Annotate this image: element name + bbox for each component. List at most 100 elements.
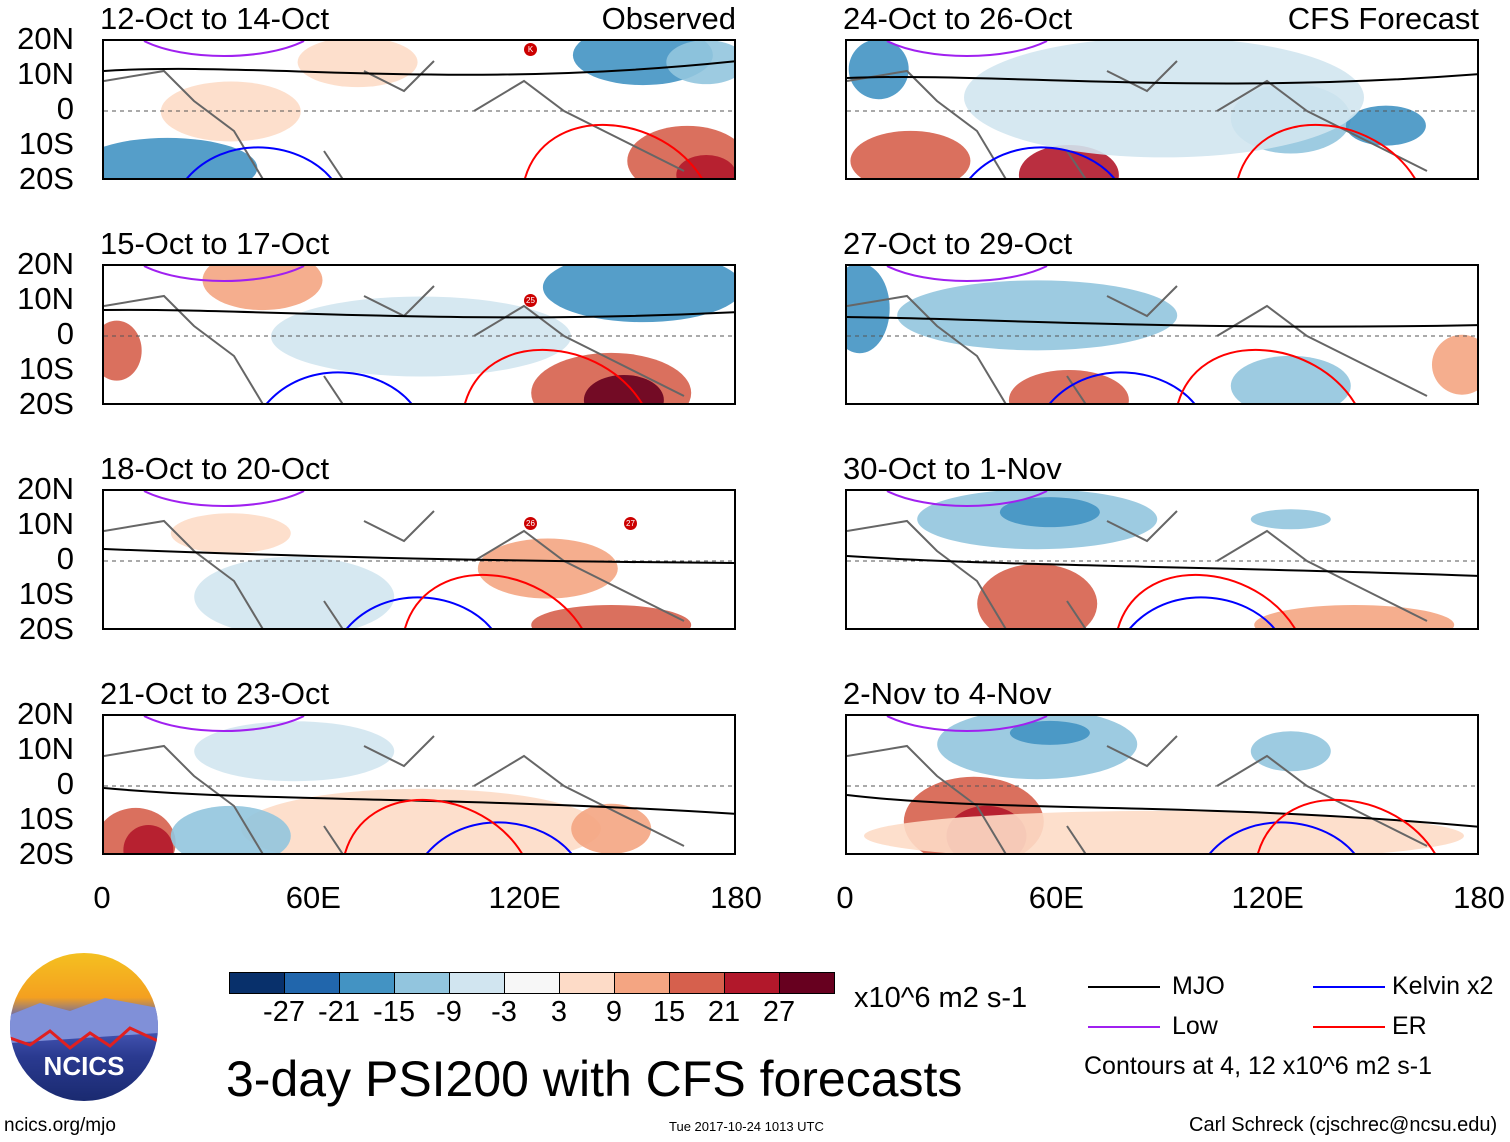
panel-title: 2-Nov to 4-Nov (843, 676, 1052, 711)
lat-tick-label: 10N (17, 731, 74, 766)
er-contour (1117, 573, 1296, 628)
anomaly-shading (850, 130, 971, 178)
anomaly-shading (999, 497, 1100, 528)
anomaly-shading (170, 805, 291, 853)
colorbar-swatch (504, 972, 560, 994)
coastline (104, 285, 685, 403)
coastline (847, 735, 1428, 853)
er-contour (464, 348, 643, 403)
er-contour (1257, 798, 1436, 853)
colorbar-label: 27 (762, 996, 796, 1028)
anomaly-shading (847, 266, 890, 354)
lat-tick-label: 20S (18, 836, 74, 871)
lat-tick-label: 20N (17, 471, 74, 506)
low-contour (143, 266, 305, 282)
er-contour (344, 798, 523, 853)
legend-low: Low (1172, 1012, 1218, 1040)
lat-tick-label: 10N (17, 56, 74, 91)
kelvin-line (1313, 986, 1385, 988)
anomaly-shading (1009, 720, 1090, 745)
lat-tick-label: 10S (18, 801, 74, 836)
map-panel: K (102, 39, 736, 180)
coastline (847, 510, 1428, 628)
colorbar-label: -9 (436, 996, 462, 1028)
anomaly-shading (583, 374, 664, 403)
er-line (1313, 1026, 1385, 1028)
mjo-contour (847, 73, 1477, 85)
panel-title: 24-Oct to 26-Oct (843, 1, 1073, 36)
lat-tick-label: 20N (17, 696, 74, 731)
tropical-cyclone-marker: 26 (524, 517, 537, 530)
lat-tick-label: 0 (56, 91, 74, 126)
colorbar-swatch (724, 972, 780, 994)
lat-tick-label: 20S (18, 386, 74, 421)
colorbar-swatch (339, 972, 395, 994)
coastline (104, 510, 685, 628)
ncics-logo: NCICS (10, 953, 158, 1101)
legend-er: ER (1392, 1012, 1427, 1040)
panel-title: 15-Oct to 17-Oct (100, 226, 330, 261)
colorbar-label: -3 (491, 996, 517, 1028)
lat-tick-label: 10S (18, 351, 74, 386)
tropical-cyclone-marker: 27 (624, 517, 637, 530)
timestamp: Tue 2017-10-24 1013 UTC (669, 1119, 824, 1134)
mjo-line (1088, 986, 1160, 988)
lat-tick-label: 10S (18, 576, 74, 611)
colorbar-swatch (614, 972, 670, 994)
colorbar-label: -27 (263, 996, 305, 1028)
figure-title: 3-day PSI200 with CFS forecasts (226, 1051, 963, 1107)
kelvin-contour (186, 146, 332, 178)
author: Carl Schreck (cjschrec@ncsu.edu) (1189, 1114, 1498, 1136)
colorbar-units: x10^6 m2 s-1 (854, 982, 1028, 1014)
panel-title: 21-Oct to 23-Oct (100, 676, 330, 711)
logo-text: NCICS (43, 1051, 125, 1081)
anomaly-shading (666, 41, 734, 85)
coastline (847, 285, 1428, 403)
colorbar-swatch (284, 972, 340, 994)
mjo-contour (104, 60, 734, 76)
low-contour (886, 41, 1048, 57)
panel-label: Observed (601, 1, 736, 36)
site-url[interactable]: ncics.org/mjo (4, 1115, 116, 1136)
lat-tick-label: 0 (56, 766, 74, 801)
lat-tick-label: 20S (18, 611, 74, 646)
map-panel (845, 39, 1479, 180)
low-line (1088, 1026, 1160, 1028)
anomaly-shading (542, 266, 734, 323)
map-panel (102, 714, 736, 855)
anomaly-shading (1431, 334, 1477, 395)
anomaly-shading (1250, 731, 1331, 772)
anomaly-shading (170, 513, 291, 554)
low-contour (143, 491, 305, 507)
legend-kelvin: Kelvin x2 (1392, 972, 1494, 1000)
mjo-contour (104, 787, 734, 815)
lat-tick-label: 10N (17, 506, 74, 541)
low-contour (143, 716, 305, 732)
low-contour (143, 41, 305, 57)
er-contour (1237, 123, 1416, 178)
lat-tick-label: 10S (18, 126, 74, 161)
anomaly-shading (104, 137, 258, 178)
anomaly-shading (964, 41, 1364, 158)
coastline (104, 735, 685, 853)
lat-tick-label: 0 (56, 541, 74, 576)
anomaly-shading (104, 320, 142, 381)
lat-tick-label: 20N (17, 21, 74, 56)
low-contour (886, 491, 1048, 507)
lon-tick-label: 0 (93, 880, 111, 915)
map-panel: 26 27 (102, 489, 736, 630)
legend: MJO Kelvin x2 Low ER (1088, 972, 1508, 1042)
map-panel (845, 264, 1479, 405)
kelvin-contour (1049, 371, 1195, 403)
lon-tick-label: 180 (710, 880, 762, 915)
colorbar-label: 21 (707, 996, 741, 1028)
anomaly-shading (848, 41, 909, 100)
lon-tick-label: 60E (1028, 880, 1084, 915)
anomaly-shading (676, 154, 734, 178)
anomaly-shading (1250, 509, 1331, 530)
panel-title: 12-Oct to 14-Oct (100, 1, 330, 36)
anomaly-shading (123, 824, 174, 853)
lon-tick-label: 120E (1231, 880, 1304, 915)
lon-tick-label: 0 (836, 880, 854, 915)
low-contour (886, 266, 1048, 282)
